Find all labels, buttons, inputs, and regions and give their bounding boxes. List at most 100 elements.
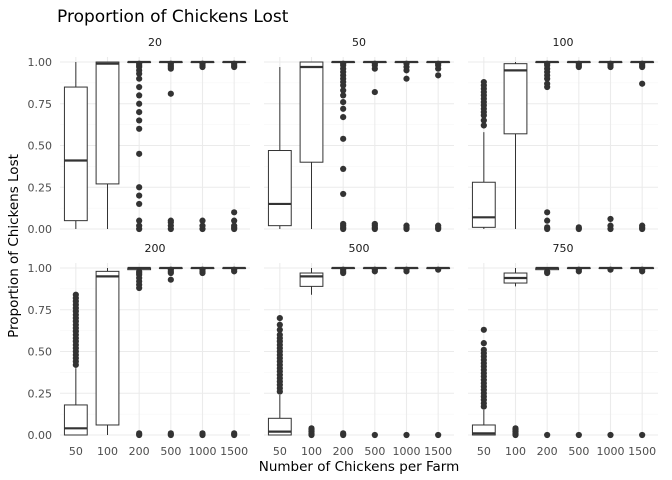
outlier-point [136, 184, 143, 191]
outlier-point [480, 78, 487, 86]
box-iqr [471, 181, 496, 228]
outlier-point [575, 266, 582, 273]
boxplot [426, 266, 451, 439]
outlier-point [199, 60, 206, 67]
boxplot [63, 62, 88, 229]
facet-panel: 50 [264, 36, 454, 233]
outlier-point [167, 430, 174, 437]
x-tick-label: 1000 [597, 445, 625, 458]
outlier-point [480, 117, 487, 124]
x-tick-label: 100 [505, 445, 526, 458]
outlier-point [136, 268, 143, 275]
outlier-point [167, 60, 174, 67]
outlier-point [136, 83, 143, 91]
outlier-point [480, 122, 487, 129]
outlier-point [231, 266, 238, 273]
facet-strip-label: 50 [352, 36, 366, 49]
outlier-point [340, 430, 347, 437]
boxplot [95, 61, 120, 229]
outlier-point [371, 266, 378, 273]
outlier-point [199, 430, 206, 437]
outlier-point [544, 268, 551, 275]
facet-panel: 750 50 100 200 500 1000 1500 [468, 242, 658, 458]
outlier-point [199, 222, 206, 229]
boxplot [630, 266, 655, 439]
x-tick-label: 200 [537, 445, 558, 458]
boxplot [331, 60, 356, 233]
outlier-point [340, 92, 347, 99]
outlier-point [231, 430, 238, 437]
x-tick-label: 50 [69, 445, 83, 458]
boxplot [566, 60, 591, 233]
y-tick-label: 0.00 [28, 429, 53, 442]
y-tick-label: 0.75 [28, 304, 53, 317]
outlier-point [371, 60, 378, 67]
outlier-point [136, 75, 143, 82]
outlier-point [607, 431, 614, 439]
outlier-point [340, 105, 347, 112]
boxplot [299, 61, 324, 229]
boxplot [471, 326, 496, 436]
outlier-point [371, 220, 378, 228]
boxplot [127, 60, 152, 233]
boxplot [222, 60, 247, 233]
boxplot [267, 67, 292, 229]
x-tick-label: 1500 [628, 445, 656, 458]
outlier-point [435, 431, 442, 439]
outlier-point [136, 125, 143, 132]
outlier-point [639, 431, 646, 439]
outlier-point [340, 266, 347, 273]
x-tick-label: 500 [160, 445, 181, 458]
facet-panels: 20 0.00 0.25 0.50 0.75 1.00 50 100 200 0.00 0.25 0.… [28, 36, 658, 458]
y-tick-label: 1.00 [28, 262, 53, 275]
outlier-point [167, 276, 174, 283]
box-iqr [63, 86, 88, 222]
outlier-point [639, 222, 646, 229]
x-tick-label: 100 [301, 445, 322, 458]
outlier-point [607, 222, 614, 229]
y-tick-label: 0.50 [28, 346, 53, 359]
outlier-point [575, 431, 582, 439]
outlier-point [308, 425, 315, 432]
boxplot [158, 60, 183, 233]
boxplot [190, 266, 215, 439]
boxplot [503, 268, 528, 439]
outlier-point [340, 135, 347, 142]
outlier-point [403, 75, 410, 82]
box-iqr [503, 63, 528, 135]
outlier-point [276, 326, 283, 333]
outlier-point [72, 291, 79, 298]
box-iqr [299, 61, 324, 163]
outlier-point [167, 217, 174, 224]
outlier-point [276, 331, 283, 338]
boxplot [566, 266, 591, 439]
outlier-point [575, 224, 582, 231]
outlier-point [544, 217, 551, 224]
box-iqr [95, 61, 120, 185]
boxplot [394, 266, 419, 439]
outlier-point [340, 190, 347, 198]
outlier-point [136, 200, 143, 208]
x-axis-label: Number of Chickens per Farm [259, 459, 459, 475]
boxplot [190, 60, 215, 233]
boxplot [95, 268, 120, 435]
outlier-point [480, 346, 487, 353]
outlier-point [403, 431, 410, 439]
outlier-point [276, 321, 283, 328]
boxplot [222, 266, 247, 439]
y-tick-label: 0.25 [28, 387, 53, 400]
outlier-point [435, 72, 442, 79]
outlier-point [199, 217, 206, 224]
outlier-point [136, 222, 143, 229]
y-tick-label: 1.00 [28, 56, 53, 69]
outlier-point [435, 266, 442, 273]
outlier-point [403, 60, 410, 67]
boxplot [471, 78, 496, 229]
x-tick-label: 50 [273, 445, 287, 458]
outlier-point [276, 315, 283, 322]
x-tick-label: 100 [97, 445, 118, 458]
x-tick-label: 500 [364, 445, 385, 458]
x-tick-label: 50 [477, 445, 491, 458]
outlier-point [544, 224, 551, 231]
